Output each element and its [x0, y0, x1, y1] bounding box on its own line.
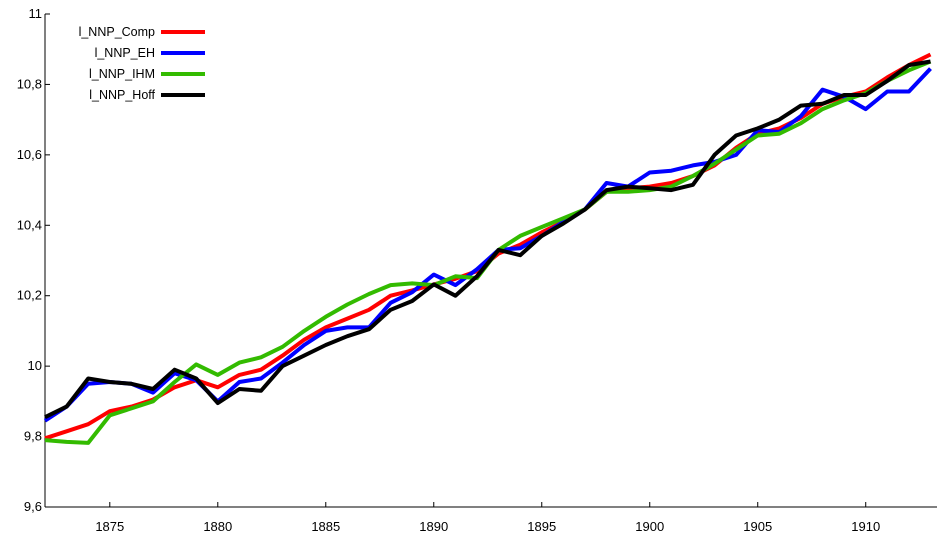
x-tick-label: 1910: [851, 519, 880, 534]
x-tick-label: 1900: [635, 519, 664, 534]
legend-label: l_NNP_IHM: [89, 67, 155, 81]
y-tick-label: 11: [29, 6, 43, 21]
x-tick-label: 1890: [419, 519, 448, 534]
legend: l_NNP_Comp l_NNP_EH l_NNP_IHM l_NNP_Hoff: [79, 25, 205, 102]
x-tick-label: 1905: [743, 519, 772, 534]
x-tick-label: 1875: [95, 519, 124, 534]
legend-label: l_NNP_Comp: [79, 25, 155, 39]
series-line-l-nnp-hoff: [44, 59, 931, 419]
x-ticks: 1875 1880 1885 1890 1895 1900 1905 1910: [95, 502, 880, 534]
y-tick-label: 9,8: [24, 429, 42, 444]
y-tick-label: 10,2: [17, 288, 42, 303]
legend-label: l_NNP_Hoff: [89, 88, 155, 102]
x-tick-label: 1880: [203, 519, 232, 534]
y-tick-label: 10,6: [17, 147, 42, 162]
y-tick-label: 10: [28, 358, 42, 373]
y-tick-label: 10,4: [17, 217, 42, 232]
y-axis: 9,6 9,8 10 10,2 10,4 10,6 10,8 11: [17, 6, 50, 514]
y-tick-label: 10,8: [17, 76, 42, 91]
x-tick-label: 1895: [527, 519, 556, 534]
x-tick-label: 1885: [311, 519, 340, 534]
y-tick-label: 9,6: [24, 499, 42, 514]
series-lines: [43, 52, 932, 445]
x-axis: 1875 1880 1885 1890 1895 1900 1905 1910: [45, 502, 937, 534]
legend-label: l_NNP_EH: [95, 46, 155, 60]
y-ticks: 9,6 9,8 10 10,2 10,4 10,6 10,8 11: [17, 6, 50, 514]
